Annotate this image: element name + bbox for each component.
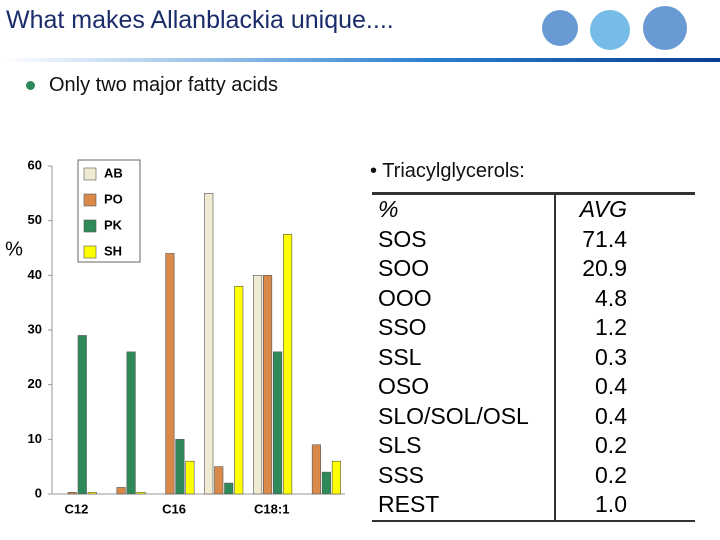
legend-swatch (83, 245, 97, 259)
legend-label: SH (104, 243, 122, 258)
bar (263, 275, 273, 495)
legend-swatch (83, 167, 97, 181)
bar (321, 471, 331, 495)
x-tick-label: C12 (64, 501, 88, 516)
bar (273, 351, 283, 495)
table-row: SLO/SOL/OSL 0.4 (372, 401, 695, 431)
table-title: • Triacylglycerols: (370, 160, 525, 182)
table-cell: SSS (372, 460, 556, 490)
title-band (0, 58, 720, 62)
table-cell: SLS (372, 431, 556, 461)
bar (224, 482, 234, 495)
y-tick-label: 60 (28, 157, 42, 172)
table-row: REST 1.0 (372, 490, 695, 521)
y-axis-label: % (5, 238, 23, 260)
table-row: SSL 0.3 (372, 342, 695, 372)
bar (126, 351, 136, 495)
table-cell: SSO (372, 313, 556, 343)
legend-swatch (83, 193, 97, 207)
table-cell: SLO/SOL/OSL (372, 401, 556, 431)
bar (175, 439, 185, 495)
bullet: Only two major fatty acids (26, 74, 278, 97)
y-tick-label: 30 (28, 321, 42, 336)
legend-label: PK (104, 217, 123, 232)
table-cell: 1.0 (595, 491, 627, 518)
legend-label: AB (104, 165, 123, 180)
bar (77, 335, 87, 495)
legend-label: PO (104, 191, 123, 206)
table-cell: 71.4 (582, 225, 627, 252)
table-cell: 0.2 (595, 432, 627, 459)
table-cell: OOO (372, 283, 556, 313)
slide-title: What makes Allanblackia unique.... (6, 6, 394, 34)
bar (136, 492, 146, 495)
logo (542, 6, 687, 50)
table-cell: SOS (372, 224, 556, 254)
bar (331, 460, 341, 495)
table-cell: OSO (372, 372, 556, 402)
y-tick-label: 40 (28, 267, 42, 282)
bar (204, 193, 214, 495)
y-tick-label: 10 (28, 431, 42, 446)
bar (165, 253, 175, 495)
table-row: OOO 4.8 (372, 283, 695, 313)
table-cell: 0.2 (595, 461, 627, 488)
table: % AVG SOS 71.4 SOO 20.9 OOO 4.8 SSO 1.2 SSL 0.3 OSO 0… (372, 192, 695, 522)
table-cell: 1.2 (595, 314, 627, 341)
legend-swatch (83, 219, 97, 233)
bullet-text: Only two major fatty acids (49, 74, 278, 96)
table-cell: SSL (372, 342, 556, 372)
table-row: OSO 0.4 (372, 372, 695, 402)
table-cell: 20.9 (582, 255, 627, 282)
bar (214, 466, 224, 495)
y-tick-label: 50 (28, 212, 42, 227)
bar (253, 275, 263, 495)
table-row: SOS 71.4 (372, 224, 695, 254)
table-row: SSO 1.2 (372, 313, 695, 343)
table-row: SOO 20.9 (372, 254, 695, 284)
table-cell: 4.8 (595, 284, 627, 311)
y-tick-label: 0 (35, 485, 42, 500)
bar (311, 444, 321, 495)
x-tick-label: C16 (162, 501, 186, 516)
bar (283, 234, 293, 495)
table-cell: 0.4 (595, 373, 627, 400)
header-cell: AVG (555, 192, 695, 225)
table-cell: 0.4 (595, 402, 627, 429)
table-cell: SOO (372, 254, 556, 284)
bar (185, 460, 195, 495)
bar (234, 285, 244, 495)
table-header-row: % AVG (372, 192, 695, 225)
chart: 0 10 20 30 40 50 60% C12 C16 C18:1 AB PO PK SH (5, 157, 345, 516)
bar (87, 492, 97, 495)
y-tick-label: 20 (28, 376, 42, 391)
bar (67, 492, 77, 495)
table-row: SLS 0.2 (372, 431, 695, 461)
table-row: SSS 0.2 (372, 460, 695, 490)
x-tick-label: C18:1 (254, 501, 289, 516)
table-cell: 0.3 (595, 343, 627, 370)
bar (116, 487, 126, 495)
table-cell: REST (372, 490, 556, 521)
header-cell: % (372, 192, 556, 225)
